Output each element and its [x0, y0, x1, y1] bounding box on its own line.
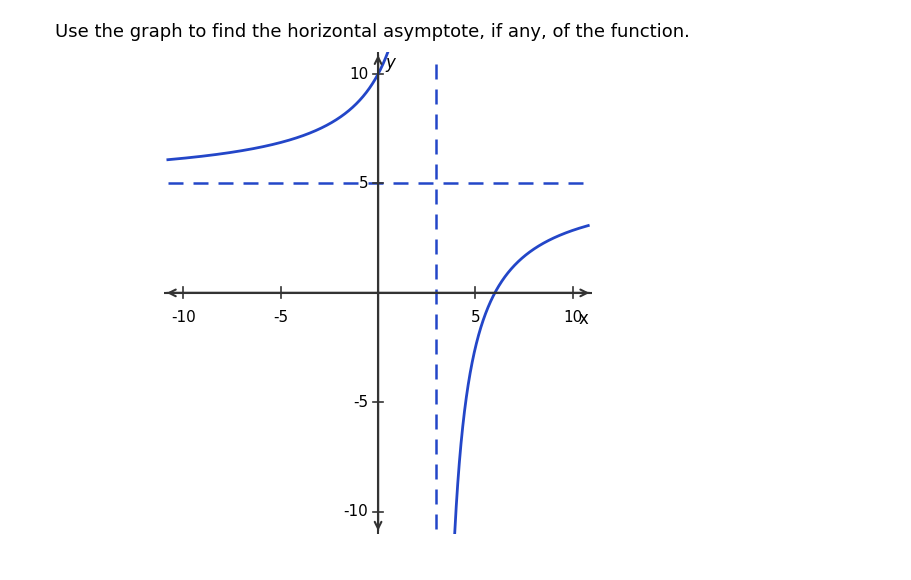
Text: Use the graph to find the horizontal asymptote, if any, of the function.: Use the graph to find the horizontal asy… [55, 23, 690, 41]
Text: -5: -5 [353, 395, 368, 410]
Text: -5: -5 [273, 310, 288, 325]
Text: x: x [578, 310, 589, 328]
Text: 10: 10 [563, 310, 582, 325]
Text: -10: -10 [343, 504, 368, 519]
Text: 5: 5 [471, 310, 480, 325]
Text: 10: 10 [349, 67, 368, 82]
Text: y: y [386, 55, 395, 72]
Text: 5: 5 [359, 176, 368, 191]
Text: -10: -10 [171, 310, 196, 325]
